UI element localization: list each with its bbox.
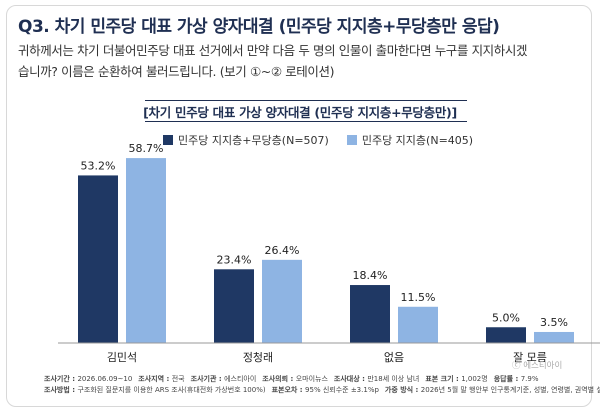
- question-line-1: 귀하께서는 차기 더불어민주당 대표 선거에서 만약 다음 두 명의 인물이 출…: [18, 43, 528, 58]
- legend-item-series-2: 민주당 지지층(N=405): [346, 132, 474, 148]
- legend-label-series-1: 민주당 지지층+무당층(N=507): [178, 134, 329, 147]
- footer-item: 조사지역 : 전국: [138, 375, 184, 383]
- footer-item-value: 에스티아이: [224, 375, 257, 383]
- footer-item: 조사의뢰 : 오마이뉴스: [262, 375, 328, 383]
- data-label: 23.4%: [217, 253, 252, 266]
- footer-item: 조사방법 : 구조화된 질문지를 이용한 ARS 조사(휴대전화 가상번호 10…: [44, 386, 266, 394]
- data-label: 58.7%: [129, 142, 164, 155]
- footer-item-label: 조사대상 :: [333, 375, 368, 383]
- footer-item: 표본 크기 : 1,002명: [425, 375, 487, 383]
- data-label: 18.4%: [353, 269, 388, 282]
- x-tick-label: 정청래: [243, 351, 273, 364]
- chart-title: [차기 민주당 대표 가상 양자대결 (민주당 지지층+무당층만)]: [143, 105, 457, 120]
- survey-footer: 조사기간 : 2026.06.09~10 조사지역 : 전국 조사기관 : 에스티아…: [44, 374, 600, 396]
- chart-title-rule-top: [145, 100, 467, 101]
- data-label: 5.0%: [492, 311, 520, 324]
- bar-정청래-series-1: [214, 269, 254, 343]
- footer-item: 응답률 : 7.9%: [494, 375, 539, 383]
- footer-item-label: 조사기관 :: [190, 375, 225, 383]
- footer-item-label: 조사기간 :: [44, 375, 78, 383]
- bar-잘 모름-series-1: [486, 327, 526, 343]
- footer-item-value: 오마이뉴스: [295, 375, 328, 383]
- footer-item-value: 1,002명: [461, 375, 488, 383]
- footer-item-value: 구조화된 질문지를 이용한 ARS 조사(휴대전화 가상번호 100%): [77, 386, 266, 394]
- footer-item-value: 95% 신뢰수준 ±3.1%p: [305, 386, 379, 394]
- footer-row-1: 조사기간 : 2026.06.09~10 조사지역 : 전국 조사기관 : 에스티아…: [44, 374, 592, 385]
- footer-item: 조사기간 : 2026.06.09~10: [44, 375, 132, 383]
- bar-없음-series-2: [398, 306, 438, 343]
- footer-item-label: 표본 크기 :: [425, 375, 462, 383]
- footer-item-label: 조사의뢰 :: [262, 375, 296, 383]
- footer-item: 가중 방식 : 2026년 5월 말 행안부 인구통계기준, 성별, 연령별, …: [385, 386, 600, 394]
- legend-swatch-series-2: [346, 135, 357, 145]
- bar-김민석-series-2: [126, 158, 166, 343]
- footer-item: 조사대상 : 만18세 이상 남녀: [334, 375, 419, 383]
- footer-item-value: 전국: [171, 375, 185, 383]
- x-tick-label: 잘 모름: [513, 351, 547, 364]
- data-label: 26.4%: [265, 244, 300, 257]
- bar-김민석-series-1: [78, 175, 118, 343]
- brand-logo: ⓒ 에스티아이: [512, 361, 563, 371]
- legend-swatch-series-1: [163, 135, 173, 145]
- footer-item: 조사기관 : 에스티아이: [191, 375, 257, 383]
- question-line-2: 습니까? 이름은 순환하여 불러드립니다. (보기 ①~② 로테이션): [18, 64, 335, 79]
- footer-item-value: 2026.06.09~10: [77, 375, 133, 383]
- footer-item-label: 조사지역 :: [138, 375, 172, 383]
- x-tick-label: 김민석: [107, 351, 137, 364]
- bar-없음-series-1: [350, 285, 390, 343]
- question-description: 귀하께서는 차기 더불어민주당 대표 선거에서 만약 다음 두 명의 인물이 출…: [18, 40, 588, 82]
- footer-item-label: 조사방법 :: [44, 386, 78, 394]
- chart-legend: 민주당 지지층+무당층(N=507) 민주당 지지층(N=405): [163, 132, 473, 148]
- legend-item-series-1: 민주당 지지층+무당층(N=507): [163, 132, 329, 148]
- data-label: 3.5%: [540, 316, 568, 329]
- chart-title-rule-bottom: [145, 121, 467, 122]
- footer-item: 표본오차 : 95% 신뢰수준 ±3.1%p: [272, 386, 379, 394]
- footer-item-label: 응답률 :: [493, 375, 521, 383]
- question-title: Q3. 차기 민주당 대표 가상 양자대결 (민주당 지지층+무당층만 응답): [18, 17, 500, 37]
- data-label: 53.2%: [81, 159, 116, 172]
- footer-row-2: 조사방법 : 구조화된 질문지를 이용한 ARS 조사(휴대전화 가상번호 10…: [44, 385, 600, 396]
- footer-item-label: 표본오차 :: [271, 386, 306, 394]
- footer-item-value: 2026년 5월 말 행안부 인구통계기준, 성별, 연령별, 권역별 셀가중: [420, 386, 600, 394]
- legend-label-series-2: 민주당 지지층(N=405): [361, 134, 474, 147]
- footer-item-value: 만18세 이상 남녀: [367, 375, 420, 383]
- bar-정청래-series-2: [262, 259, 302, 343]
- footer-item-label: 가중 방식 :: [384, 386, 421, 394]
- footer-item-value: 7.9%: [520, 375, 539, 383]
- bar-잘 모름-series-2: [534, 331, 574, 343]
- x-tick-label: 없음: [384, 351, 404, 364]
- data-label: 11.5%: [401, 291, 436, 304]
